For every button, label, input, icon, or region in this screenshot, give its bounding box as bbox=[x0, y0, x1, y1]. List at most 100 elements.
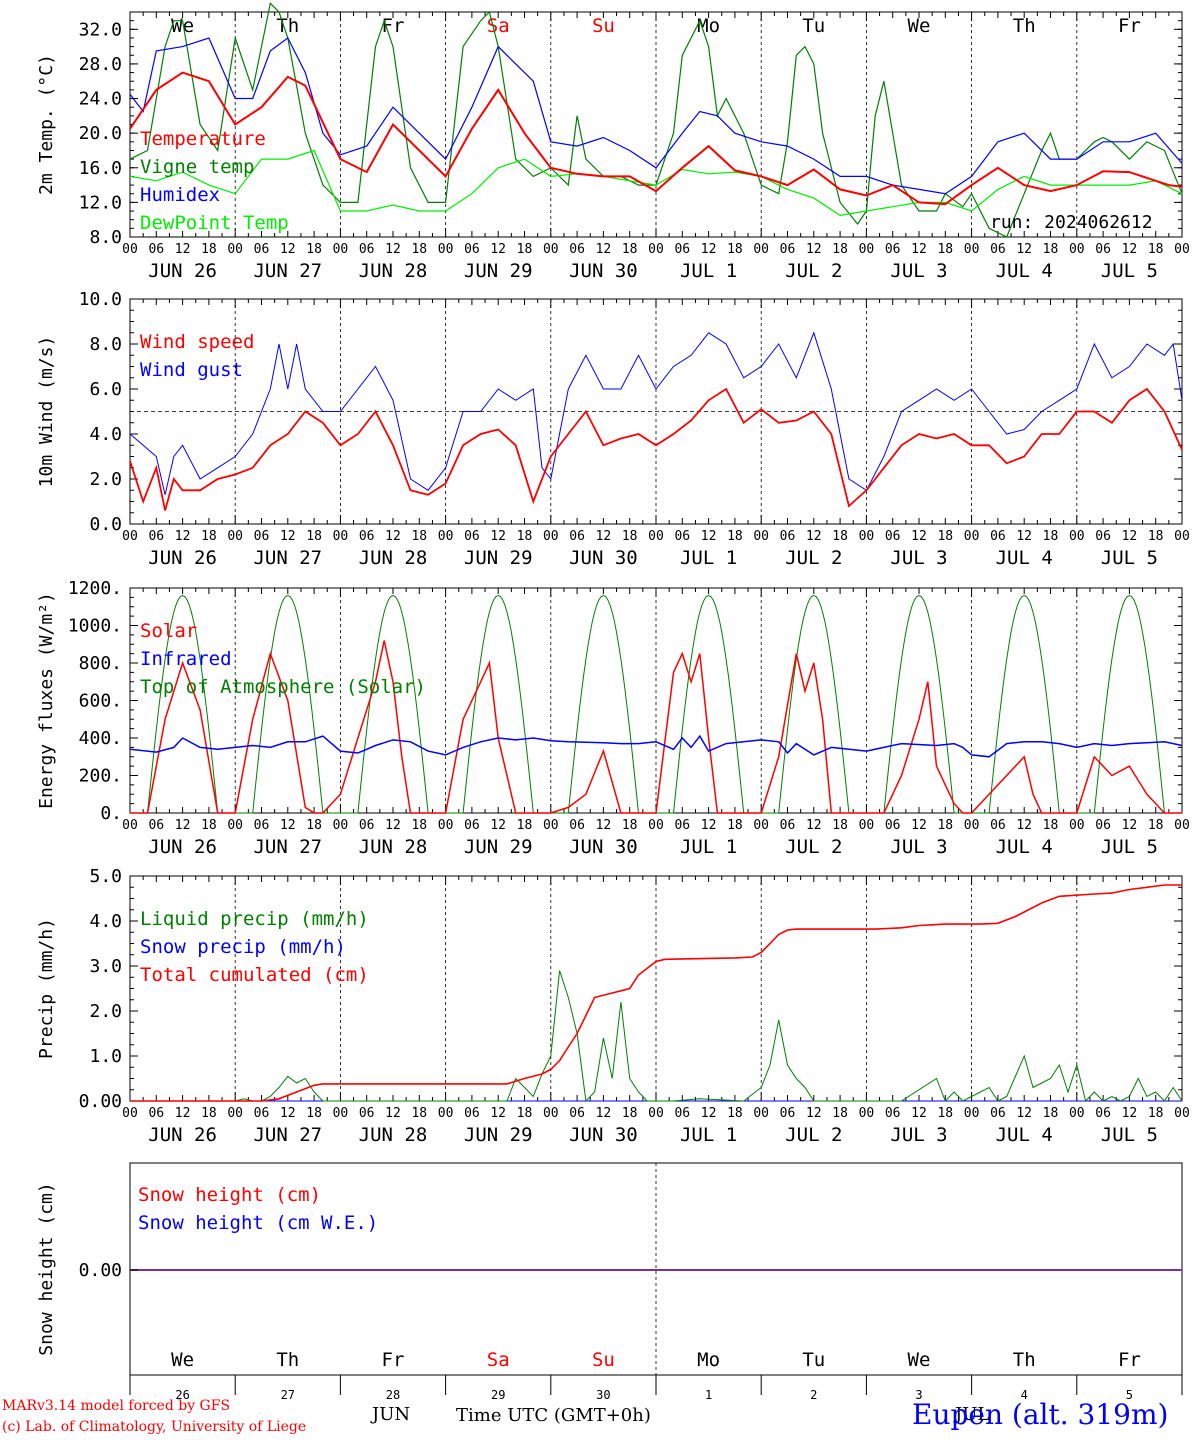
hour-label: 06 bbox=[1095, 242, 1111, 257]
y-tick-label: 2.0 bbox=[89, 469, 122, 490]
hour-label: 18 bbox=[1043, 529, 1059, 544]
hour-label: 12 bbox=[596, 242, 612, 257]
hour-label: 18 bbox=[622, 818, 638, 833]
date-label: JUL 2 bbox=[785, 836, 842, 858]
hour-label: 12 bbox=[385, 1106, 401, 1121]
y-tick-label: 10.0 bbox=[79, 289, 122, 310]
hour-label: 18 bbox=[727, 242, 743, 257]
weekday-label: Mo bbox=[697, 15, 720, 37]
y-axis-label: 2m Temp. (°C) bbox=[36, 54, 57, 195]
run-label: run: 2024062612 bbox=[990, 212, 1153, 233]
series-temperature bbox=[129, 71, 1183, 206]
hour-label: 06 bbox=[148, 818, 164, 833]
y-tick-label: 0.00 bbox=[79, 1091, 122, 1112]
date-label: JUN 26 bbox=[148, 260, 217, 282]
hour-label: 00 bbox=[333, 1106, 349, 1121]
hour-label: 12 bbox=[1016, 242, 1032, 257]
legend-entry: Wind speed bbox=[140, 331, 254, 353]
date-label: JUL 5 bbox=[1101, 260, 1158, 282]
hour-label: 00 bbox=[333, 529, 349, 544]
date-label: JUN 29 bbox=[464, 836, 533, 858]
date-label: JUL 3 bbox=[890, 547, 947, 569]
day-number-label: 3 bbox=[915, 1388, 922, 1402]
date-label: JUN 28 bbox=[359, 1124, 428, 1146]
hour-label: 12 bbox=[806, 242, 822, 257]
weekday-label: Sa bbox=[487, 15, 510, 37]
hour-label: 18 bbox=[201, 242, 217, 257]
hour-label: 12 bbox=[385, 242, 401, 257]
hour-label: 12 bbox=[490, 242, 506, 257]
date-label: JUL 4 bbox=[996, 1124, 1053, 1146]
weekday-label: Th bbox=[276, 1349, 299, 1371]
date-label: JUN 29 bbox=[464, 547, 533, 569]
y-tick-label: 0.00 bbox=[79, 1260, 122, 1281]
legend-entry: Humidex bbox=[140, 184, 220, 206]
hour-label: 00 bbox=[543, 242, 559, 257]
day-number-label: 29 bbox=[491, 1388, 505, 1402]
hour-label: 12 bbox=[1122, 1106, 1138, 1121]
weekday-label: Fr bbox=[1118, 15, 1141, 37]
legend-entry: Snow precip (mm/h) bbox=[140, 936, 346, 958]
date-label: JUN 30 bbox=[569, 260, 638, 282]
panel-5: Snow height (cm) 0.00 Snow height (cm) Snow… bbox=[36, 1162, 1183, 1402]
y-tick-label: 400. bbox=[79, 728, 122, 749]
hour-label: 06 bbox=[885, 242, 901, 257]
hour-label: 06 bbox=[464, 818, 480, 833]
y-tick-label: 600. bbox=[79, 691, 122, 712]
hour-label: 00 bbox=[333, 818, 349, 833]
hour-label: 06 bbox=[990, 818, 1006, 833]
hour-label: 18 bbox=[937, 529, 953, 544]
hour-label: 12 bbox=[911, 242, 927, 257]
hour-label: 06 bbox=[569, 242, 585, 257]
hour-label: 18 bbox=[517, 1106, 533, 1121]
hour-label: 18 bbox=[517, 529, 533, 544]
hour-label: 18 bbox=[201, 1106, 217, 1121]
y-tick-label: 3.0 bbox=[89, 956, 122, 977]
hour-label: 06 bbox=[990, 1106, 1006, 1121]
hour-label: 00 bbox=[227, 1106, 243, 1121]
hour-label: 18 bbox=[517, 818, 533, 833]
legend-entry: Liquid precip (mm/h) bbox=[140, 908, 369, 930]
hour-label: 00 bbox=[438, 818, 454, 833]
hour-label: 18 bbox=[937, 1106, 953, 1121]
hour-label: 18 bbox=[1043, 1106, 1059, 1121]
hour-label: 18 bbox=[411, 529, 427, 544]
date-label: JUL 5 bbox=[1101, 547, 1158, 569]
weekday-label: Tu bbox=[802, 1349, 825, 1371]
hour-label: 00 bbox=[543, 1106, 559, 1121]
date-label: JUL 2 bbox=[785, 547, 842, 569]
hour-label: 06 bbox=[359, 529, 375, 544]
hour-label: 00 bbox=[438, 1106, 454, 1121]
hour-label: 18 bbox=[411, 1106, 427, 1121]
date-label: JUN 28 bbox=[359, 260, 428, 282]
y-axis-label: Snow height (cm) bbox=[36, 1182, 57, 1355]
hour-label: 18 bbox=[622, 242, 638, 257]
hour-label: 06 bbox=[1095, 818, 1111, 833]
y-tick-label: 4.0 bbox=[89, 424, 122, 445]
hour-label: 12 bbox=[806, 818, 822, 833]
hour-label: 12 bbox=[385, 529, 401, 544]
lab-credit: (c) Lab. of Climatology, University of L… bbox=[2, 1419, 307, 1435]
hour-label: 06 bbox=[569, 818, 585, 833]
hour-label: 18 bbox=[306, 529, 322, 544]
hour-label: 18 bbox=[201, 529, 217, 544]
y-tick-label: 6.0 bbox=[89, 379, 122, 400]
hour-label: 00 bbox=[227, 818, 243, 833]
hour-label: 00 bbox=[1069, 818, 1085, 833]
hour-label: 06 bbox=[885, 529, 901, 544]
day-number-label: 1 bbox=[705, 1388, 712, 1402]
hour-label: 00 bbox=[227, 529, 243, 544]
date-label: JUL 4 bbox=[996, 836, 1053, 858]
hour-label: 00 bbox=[964, 242, 980, 257]
y-tick-label: 0. bbox=[100, 803, 122, 824]
hour-label: 12 bbox=[701, 1106, 717, 1121]
series-humidex bbox=[129, 37, 1183, 195]
hour-label: 12 bbox=[490, 818, 506, 833]
y-tick-label: 1.0 bbox=[89, 1046, 122, 1067]
hour-label: 00 bbox=[543, 818, 559, 833]
hour-label: 06 bbox=[359, 1106, 375, 1121]
date-label: JUL 3 bbox=[890, 1124, 947, 1146]
series-total-cumulated-cm bbox=[130, 884, 1182, 1102]
weekday-label: We bbox=[171, 1349, 194, 1371]
hour-label: 06 bbox=[254, 818, 270, 833]
